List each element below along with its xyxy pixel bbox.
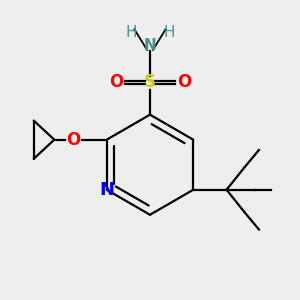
Text: N: N [144,38,156,53]
Text: N: N [99,181,114,199]
Text: O: O [66,131,81,149]
Text: H: H [125,25,136,40]
Text: O: O [109,73,123,91]
Text: O: O [177,73,191,91]
Text: S: S [144,73,156,91]
Text: H: H [164,25,175,40]
